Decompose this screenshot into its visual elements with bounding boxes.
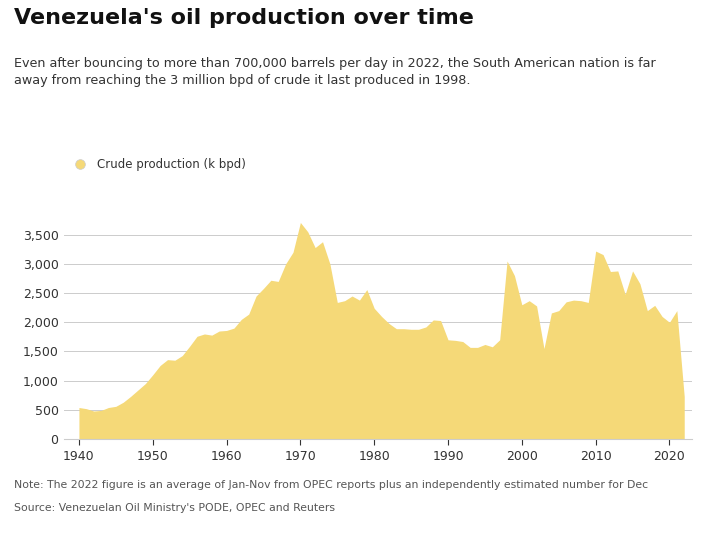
- Text: Even after bouncing to more than 700,000 barrels per day in 2022, the South Amer: Even after bouncing to more than 700,000…: [14, 57, 656, 87]
- Legend: Crude production (k bpd): Crude production (k bpd): [63, 153, 250, 176]
- Text: Note: The 2022 figure is an average of Jan-Nov from OPEC reports plus an indepen: Note: The 2022 figure is an average of J…: [14, 480, 648, 489]
- Text: Source: Venezuelan Oil Ministry's PODE, OPEC and Reuters: Source: Venezuelan Oil Ministry's PODE, …: [14, 503, 335, 513]
- Text: Venezuela's oil production over time: Venezuela's oil production over time: [14, 8, 474, 28]
